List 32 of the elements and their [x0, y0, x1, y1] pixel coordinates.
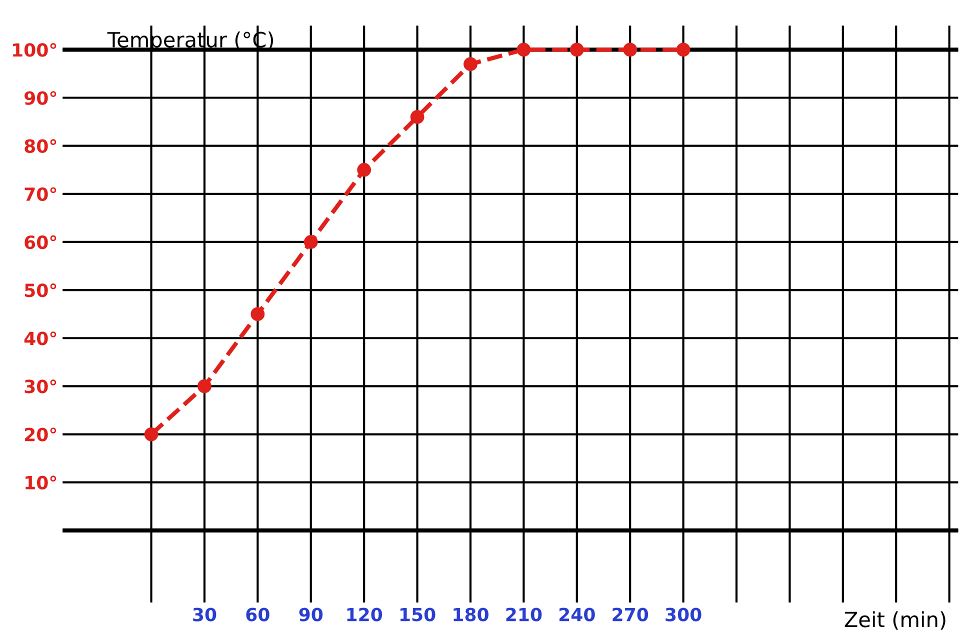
y-tick-label: 10° [26, 476, 56, 490]
point [570, 42, 584, 57]
x-tick-label: 30 [193, 608, 216, 622]
point [516, 42, 531, 57]
x-tick-label: 210 [506, 608, 542, 622]
point [304, 235, 318, 249]
x-tick-label: 240 [559, 608, 595, 622]
point [250, 307, 265, 322]
y-tick-label: 60° [24, 235, 56, 250]
y-tick-label: 70° [24, 187, 56, 202]
point [198, 379, 212, 394]
x-axis-title: Zeit (min) [844, 611, 946, 630]
x-tick-label: 270 [612, 608, 648, 622]
y-tick-label: 90° [24, 91, 56, 105]
y-tick-label: 20° [25, 428, 56, 442]
point [623, 42, 638, 57]
point [357, 162, 372, 177]
x-tick-label: 60 [246, 608, 270, 622]
point [676, 42, 690, 57]
point [410, 110, 424, 124]
x-tick-label: 90 [299, 608, 323, 622]
y-tick-label: 50° [24, 283, 56, 298]
point [144, 427, 158, 442]
x-tick-label: 150 [400, 608, 436, 622]
y-tick-label: 30° [24, 380, 56, 394]
x-tick-label: 120 [347, 608, 382, 622]
x-tick-label: 300 [666, 608, 702, 622]
y-tick-label: 40° [24, 331, 56, 346]
y-tick-label: 100° [13, 43, 56, 57]
point [464, 57, 478, 72]
x-tick-label: 180 [454, 608, 488, 622]
y-tick-label: 80° [24, 139, 56, 153]
